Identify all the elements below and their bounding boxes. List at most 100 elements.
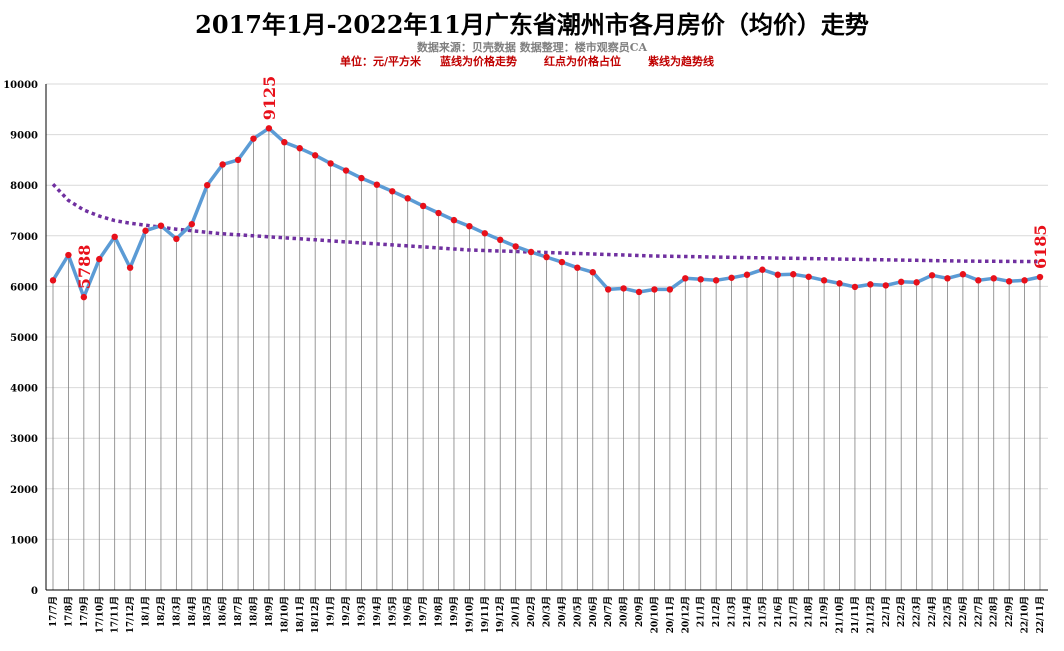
y-tick-label: 4000 <box>10 384 38 395</box>
x-tick-label: 18/8月 <box>248 596 259 627</box>
price-point <box>450 216 458 224</box>
x-tick-label: 21/12月 <box>865 596 876 633</box>
price-point <box>342 167 350 174</box>
y-tick-label: 9000 <box>10 131 38 142</box>
price-point <box>419 202 427 210</box>
price-point <box>1021 277 1028 284</box>
x-tick-label: 20/6月 <box>588 596 599 627</box>
x-tick-label: 21/6月 <box>773 596 784 627</box>
x-tick-label: 21/2月 <box>711 596 722 627</box>
price-point <box>296 145 303 152</box>
y-tick-label: 5000 <box>10 333 38 344</box>
x-tick-label: 18/3月 <box>171 596 182 627</box>
x-tick-label: 19/8月 <box>434 596 445 627</box>
x-tick-label: 21/4月 <box>742 596 753 627</box>
x-tick-label: 17/10月 <box>94 596 105 633</box>
price-point <box>80 293 88 301</box>
x-tick-label: 19/11月 <box>480 596 491 633</box>
x-tick-label: 17/11月 <box>110 596 121 633</box>
price-point <box>466 222 473 230</box>
price-point <box>790 271 797 278</box>
price-point <box>990 275 997 282</box>
legend-blue-note: 蓝线为价格走势 <box>440 54 517 68</box>
y-tick-label: 6000 <box>10 282 38 293</box>
price-point <box>944 275 951 282</box>
x-tick-label: 19/5月 <box>387 596 398 627</box>
x-tick-label: 20/1月 <box>511 596 522 627</box>
y-tick-label: 0 <box>31 586 38 597</box>
x-tick-label: 20/12月 <box>680 596 691 633</box>
y-tick-labels: 0 1000 2000 3000 4000 5000 6000 7000 8000 9000 100… <box>3 80 38 597</box>
price-point <box>435 209 442 217</box>
price-point <box>1036 273 1044 281</box>
x-gridlines <box>52 128 1041 590</box>
x-tick-label: 20/2月 <box>526 596 537 627</box>
y-tick-label: 3000 <box>10 434 38 445</box>
x-tick-label: 20/7月 <box>603 596 614 627</box>
x-tick-label: 22/1月 <box>881 596 892 627</box>
x-tick-label: 21/3月 <box>727 596 738 627</box>
price-point <box>219 161 226 168</box>
x-tick-label: 17/12月 <box>125 596 136 633</box>
trend-line <box>51 182 1041 264</box>
x-tick-label: 17/7月 <box>48 596 59 627</box>
y-tick-label: 8000 <box>10 181 38 192</box>
x-tick-label: 18/4月 <box>187 596 198 627</box>
x-tick-label: 20/11月 <box>665 596 676 633</box>
x-tick-label: 17/9月 <box>79 596 90 627</box>
annotation-label: 9125 <box>260 76 279 121</box>
x-tick-label: 21/7月 <box>788 596 799 627</box>
price-point <box>604 286 612 293</box>
price-point <box>697 276 704 283</box>
x-tick-label: 21/9月 <box>819 596 830 627</box>
price-point <box>358 174 365 182</box>
price-point <box>666 286 674 293</box>
x-tick-label: 18/9月 <box>264 596 275 627</box>
price-point <box>311 152 319 159</box>
price-point <box>975 277 982 284</box>
x-tick-label: 22/10月 <box>1020 596 1031 633</box>
price-point <box>820 277 828 284</box>
x-tick-label: 19/12月 <box>495 596 506 633</box>
price-point <box>728 274 735 281</box>
legend-red-note: 红点为价格占位 <box>544 54 621 68</box>
price-point <box>250 135 257 142</box>
price-point <box>851 283 859 291</box>
value-annotations: 5788 9125 6185 <box>75 76 1050 289</box>
x-tick-label: 22/9月 <box>1004 596 1015 627</box>
chart-title: 2017年1月-2022年11月广东省潮州市各月房价（均价）走势 <box>195 10 869 39</box>
x-tick-label: 19/10月 <box>464 596 475 633</box>
x-tick-label: 19/1月 <box>326 596 337 627</box>
annotation-label: 5788 <box>75 245 94 290</box>
x-tick-label: 21/10月 <box>835 596 846 633</box>
price-point <box>898 278 905 286</box>
price-point <box>836 280 843 287</box>
x-tick-label: 20/5月 <box>572 596 583 627</box>
price-point <box>574 264 581 271</box>
y-tick-label: 10000 <box>3 80 38 91</box>
price-point <box>743 271 751 278</box>
x-tick-label: 19/6月 <box>403 596 414 627</box>
x-tick-label: 22/2月 <box>896 596 907 627</box>
x-tick-label: 22/3月 <box>912 596 923 627</box>
y-tick-label: 1000 <box>10 535 38 546</box>
x-tick-label: 22/6月 <box>958 596 969 627</box>
price-point <box>281 138 288 146</box>
price-point <box>805 273 812 280</box>
price-point <box>373 181 381 188</box>
price-point <box>589 269 596 276</box>
price-point <box>774 271 782 278</box>
price-point <box>682 275 689 282</box>
x-tick-label: 18/10月 <box>279 596 290 633</box>
price-point <box>65 251 72 259</box>
legend-purple-note: 紫线为趋势线 <box>648 54 714 68</box>
x-tick-label: 20/9月 <box>634 596 645 627</box>
x-tick-label: 21/8月 <box>804 596 815 627</box>
price-point <box>111 233 118 241</box>
price-point <box>512 243 519 250</box>
x-tick-label: 18/11月 <box>295 596 306 633</box>
x-tick-label: 21/11月 <box>850 596 861 633</box>
x-tick-label: 19/4月 <box>372 596 383 627</box>
x-tick-label: 21/1月 <box>696 596 707 627</box>
